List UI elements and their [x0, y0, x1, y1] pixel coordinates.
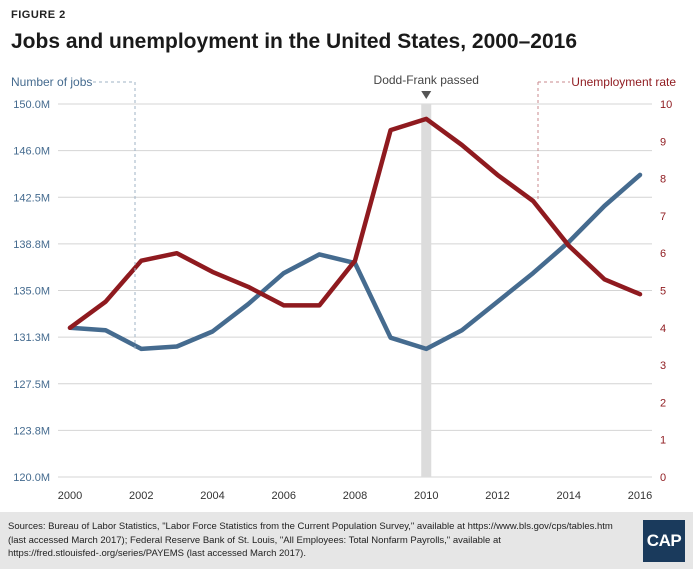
- left-tick-label: 123.8M: [13, 425, 50, 437]
- annotation-layer: Dodd-Frank passed: [374, 73, 479, 477]
- x-axis-ticks: 2000 2002 2004 2006 2008 2010 2012 2014 2016: [58, 490, 652, 502]
- annotation-marker: [421, 91, 432, 99]
- left-tick-label: 142.5M: [13, 192, 50, 204]
- annotation-bar: [421, 104, 432, 477]
- grid-lines: [58, 103, 652, 478]
- axis-labels: Number of jobs Unemployment rate: [11, 75, 676, 349]
- right-tick-label: 2: [660, 397, 666, 409]
- x-tick-label: 2000: [58, 490, 82, 502]
- right-axis-ticks: 0 1 2 3 4 5 6 7 8 9 10: [660, 99, 672, 484]
- right-tick-label: 10: [660, 99, 672, 111]
- right-tick-label: 1: [660, 435, 666, 447]
- left-tick-label: 131.3M: [13, 332, 50, 344]
- x-tick-label: 2008: [343, 490, 367, 502]
- left-axis-ticks: 120.0M 123.8M 127.5M 131.3M 135.0M 138.8M 142.…: [13, 99, 50, 484]
- left-tick-label: 127.5M: [13, 379, 50, 391]
- x-tick-label: 2006: [272, 490, 296, 502]
- left-tick-label: 135.0M: [13, 286, 50, 298]
- annotation-label: Dodd-Frank passed: [374, 73, 479, 87]
- left-tick-label: 138.8M: [13, 239, 50, 251]
- line-chart: Dodd-Frank passed 120.0M 123.8M 127.5M 131.…: [11, 73, 676, 502]
- right-tick-label: 0: [660, 472, 666, 484]
- x-tick-label: 2010: [414, 490, 438, 502]
- right-tick-label: 7: [660, 211, 666, 223]
- x-tick-label: 2016: [628, 490, 652, 502]
- left-tick-label: 120.0M: [13, 472, 50, 484]
- chart-title: Jobs and unemployment in the United Stat…: [11, 30, 578, 53]
- series-layer: [67, 116, 643, 352]
- right-tick-label: 8: [660, 174, 666, 186]
- x-tick-label: 2012: [485, 490, 509, 502]
- right-tick-label: 4: [660, 323, 666, 335]
- right-tick-label: 5: [660, 286, 666, 298]
- source-panel: [0, 512, 693, 569]
- series-unemployment-line: [67, 116, 643, 331]
- right-tick-label: 6: [660, 248, 666, 260]
- x-tick-label: 2004: [200, 490, 224, 502]
- right-tick-label: 9: [660, 136, 666, 148]
- cap-logo: CAP: [643, 520, 685, 562]
- left-tick-label: 150.0M: [13, 99, 50, 111]
- left-axis-label: Number of jobs: [11, 75, 92, 89]
- x-tick-label: 2002: [129, 490, 153, 502]
- right-tick-label: 3: [660, 360, 666, 372]
- right-axis-label: Unemployment rate: [571, 75, 676, 89]
- source-text: Sources: Bureau of Labor Statistics, "La…: [8, 521, 613, 559]
- x-tick-label: 2014: [557, 490, 581, 502]
- left-tick-label: 146.0M: [13, 146, 50, 158]
- figure-label: FIGURE 2: [11, 9, 66, 21]
